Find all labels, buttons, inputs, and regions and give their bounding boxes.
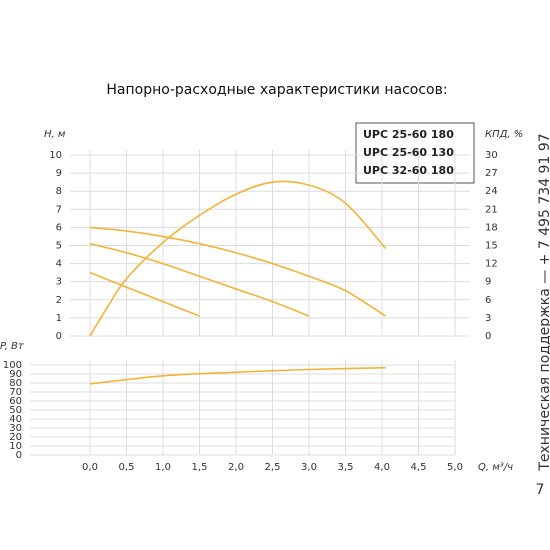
chart-title: Напорно-расходные характеристики насосов… <box>106 82 447 98</box>
legend-label: UPC 25-60 130 <box>363 146 454 159</box>
x-tick-label: 3,5 <box>338 462 354 473</box>
y2-tick-label: 24 <box>485 186 498 197</box>
y-tick-label: 3 <box>56 277 62 288</box>
page-number: 7 <box>536 482 545 498</box>
y2-tick-label: 15 <box>485 241 498 252</box>
y-tick-label: 10 <box>9 441 22 452</box>
y2-tick-label: 18 <box>485 222 498 233</box>
legend-label: UPC 32-60 180 <box>363 164 454 177</box>
x-tick-label: 0,5 <box>119 462 135 473</box>
y-tick-label: 9 <box>56 168 62 179</box>
y2-tick-label: 0 <box>485 331 491 342</box>
series-line <box>89 242 310 317</box>
x-tick-label: 4,5 <box>411 462 427 473</box>
support-text: Техническая поддержка — + 7 495 734 91 9… <box>537 133 550 471</box>
y-tick-label: 40 <box>9 414 22 425</box>
series-line <box>89 366 386 385</box>
y-tick-label: 90 <box>9 369 22 380</box>
y-tick-label: 2 <box>56 295 62 306</box>
y-tick-label: 20 <box>9 432 22 443</box>
y-tick-label: 5 <box>56 241 62 252</box>
y2-tick-label: 3 <box>485 313 491 324</box>
y-tick-label: 70 <box>9 387 22 398</box>
x-axis-label: Q, м³/ч <box>478 462 513 473</box>
y2-tick-label: 6 <box>485 295 491 306</box>
y-tick-label: 100 <box>3 360 22 371</box>
x-tick-label: 4,0 <box>374 462 390 473</box>
y-tick-label: 6 <box>56 222 62 233</box>
y-tick-label: 30 <box>9 423 22 434</box>
x-tick-label: 1,5 <box>192 462 208 473</box>
y-tick-label: 7 <box>56 204 62 215</box>
x-tick-label: 2,5 <box>265 462 281 473</box>
series-line <box>89 180 387 337</box>
y2-tick-label: 12 <box>485 259 498 270</box>
legend-label: UPC 25-60 180 <box>363 128 454 141</box>
y-tick-label: 8 <box>56 186 62 197</box>
x-tick-label: 3,0 <box>301 462 317 473</box>
x-tick-label: 2,0 <box>228 462 244 473</box>
y2-tick-label: 21 <box>485 204 498 215</box>
y-tick-label: 80 <box>9 378 22 389</box>
y2-axis-label: КПД, % <box>485 129 523 140</box>
y-tick-label: 1 <box>56 313 62 324</box>
series-line <box>89 271 200 317</box>
x-tick-label: 0,0 <box>82 462 98 473</box>
x-tick-label: 1,0 <box>155 462 171 473</box>
y2-tick-label: 9 <box>485 277 491 288</box>
y-tick-label: 0 <box>56 331 62 342</box>
y-axis-label: P, Вт <box>0 341 25 352</box>
y2-tick-label: 27 <box>485 168 498 179</box>
y-tick-label: 0 <box>16 450 22 461</box>
y2-tick-label: 30 <box>485 150 498 161</box>
y-tick-label: 4 <box>56 259 62 270</box>
y-tick-label: 60 <box>9 396 22 407</box>
x-tick-label: 5,0 <box>447 462 463 473</box>
y-axis-label: H, м <box>44 129 66 140</box>
series-line <box>89 226 387 317</box>
y-tick-label: 10 <box>49 150 62 161</box>
y-tick-label: 50 <box>9 405 22 416</box>
